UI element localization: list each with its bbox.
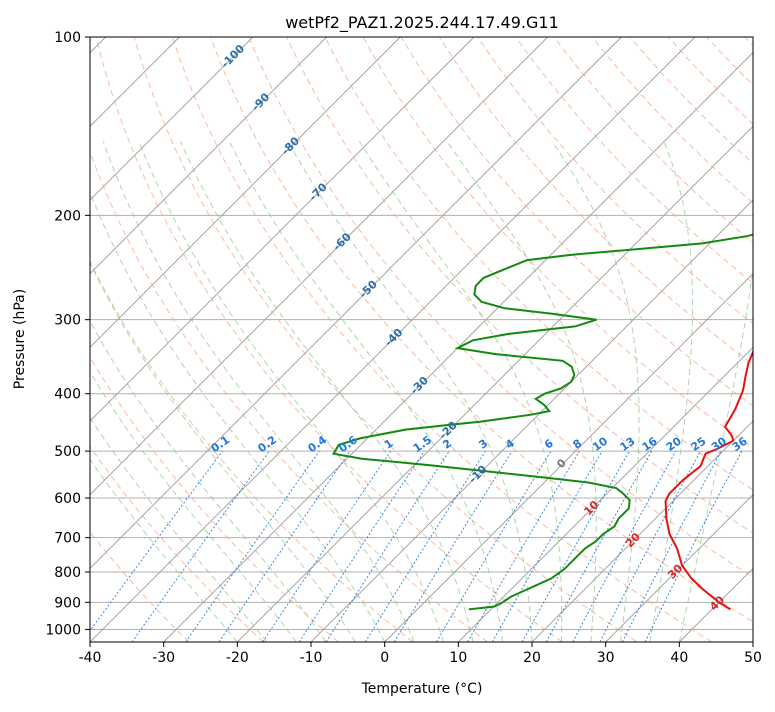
mixing-ratio-line xyxy=(82,451,223,642)
y-tick-label: 500 xyxy=(54,444,81,460)
moist-adiabat-line xyxy=(0,141,296,642)
moist-adiabat-line xyxy=(447,141,596,642)
x-tick-label: 10 xyxy=(449,650,467,666)
dry-adiabat-line xyxy=(0,37,338,642)
isotherm-label: -10 xyxy=(466,462,489,485)
isotherm-label-zero: 0 xyxy=(554,456,569,471)
mixing-ratio-line xyxy=(326,451,449,642)
dry-adiabat-line xyxy=(707,37,775,642)
moist-adiabat-line xyxy=(0,141,267,642)
mixing-ratio-line xyxy=(522,451,629,642)
dry-adiabat-line xyxy=(58,37,488,642)
isotherm-label: -60 xyxy=(330,230,353,253)
mixing-ratio-label: 0.6 xyxy=(336,433,360,455)
x-tick-label: -10 xyxy=(300,650,323,666)
isotherm-line xyxy=(753,37,775,642)
y-tick-label: 900 xyxy=(54,595,81,611)
y-tick-label: 700 xyxy=(54,531,81,547)
isotherm-line xyxy=(385,37,775,642)
isotherm-label: -90 xyxy=(249,90,272,113)
x-tick-label: 20 xyxy=(523,650,541,666)
isotherm-line xyxy=(0,37,327,642)
y-axis-label: Pressure (hPa) xyxy=(12,289,28,389)
dry-adiabat-line xyxy=(554,37,775,642)
y-tick-label: 300 xyxy=(54,313,81,329)
dry-adiabat-line xyxy=(592,37,775,642)
mixing-ratio-label: 1.5 xyxy=(411,433,434,455)
moist-adiabat-line xyxy=(679,141,760,642)
isotherm-line xyxy=(0,37,253,642)
x-tick-label: 40 xyxy=(670,650,688,666)
y-tick-label: 100 xyxy=(54,30,81,46)
dry-adiabat-line xyxy=(516,37,775,642)
moist-adiabat-line xyxy=(359,141,561,642)
dry-adiabat-line xyxy=(668,37,775,642)
dry-adiabat-line xyxy=(20,37,413,642)
x-tick-label: -30 xyxy=(152,650,175,666)
mixing-ratio-label: 0.4 xyxy=(306,433,330,455)
isotherm-line xyxy=(16,37,621,642)
mixing-ratio-line xyxy=(365,451,485,642)
warm-isotherm-label: 10 xyxy=(581,498,601,518)
isotherm-line xyxy=(458,37,775,642)
dry-adiabat-line xyxy=(0,37,189,642)
y-tick-label: 600 xyxy=(54,491,81,507)
isotherm-line xyxy=(311,37,775,642)
x-tick-label: -40 xyxy=(79,650,102,666)
isotherm-label: -20 xyxy=(437,419,460,442)
dewpoint-profile-line xyxy=(334,37,775,609)
mixing-ratio-label: 0.1 xyxy=(209,433,232,455)
x-tick-label: -20 xyxy=(226,650,249,666)
mixing-ratio-line xyxy=(600,451,701,642)
isotherm-label: -40 xyxy=(382,326,405,349)
x-tick-label: 30 xyxy=(597,650,615,666)
dry-adiabat-line xyxy=(0,37,264,642)
isotherm-line xyxy=(679,37,775,642)
isotherm-line xyxy=(0,37,548,642)
y-tick-label: 400 xyxy=(54,387,81,403)
isotherm-line xyxy=(237,37,775,642)
y-tick-label: 200 xyxy=(54,208,81,224)
moist-adiabat-line xyxy=(103,141,414,642)
chart-title: wetPf2_PAZ1.2025.244.17.49.G11 xyxy=(285,13,559,33)
isotherm-label: -50 xyxy=(357,277,380,300)
plot-frame xyxy=(90,37,753,642)
y-tick-label: 1000 xyxy=(45,622,81,638)
isotherm-line xyxy=(0,37,400,642)
isotherm-label: -100 xyxy=(219,42,248,71)
mixing-ratio-line xyxy=(299,451,424,642)
isotherm-line xyxy=(0,37,474,642)
mixing-ratio-line xyxy=(263,451,391,642)
x-tick-label: 0 xyxy=(380,650,389,666)
dry-adiabat-line xyxy=(745,37,775,642)
y-tick-label: 800 xyxy=(54,565,81,581)
mixing-ratio-label: 6 xyxy=(542,437,556,452)
x-axis-label: Temperature (°C) xyxy=(361,681,483,697)
x-tick-label: 50 xyxy=(744,650,762,666)
mixing-ratio-line xyxy=(219,451,350,642)
